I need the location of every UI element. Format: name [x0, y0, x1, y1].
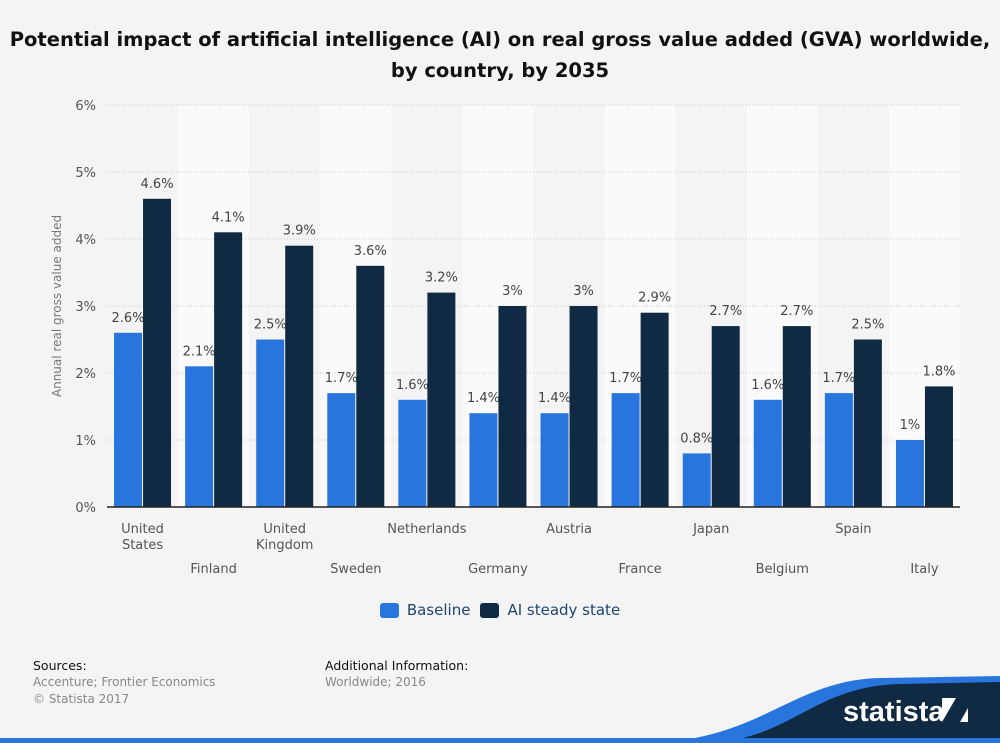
bar-ai-steady-state	[214, 232, 243, 508]
bar-baseline	[540, 413, 569, 507]
bar-baseline	[682, 453, 711, 507]
y-tick-label: 4%	[75, 233, 96, 248]
data-label: 1.4%	[538, 391, 571, 406]
sources-block: Sources: Accenture; Frontier Economics ©…	[33, 657, 216, 708]
data-label: 3.9%	[283, 224, 316, 239]
data-label: 1.6%	[396, 378, 429, 393]
bar-ai-steady-state	[285, 245, 314, 507]
legend-swatch-ai	[480, 602, 500, 618]
data-label: 1.7%	[609, 371, 642, 386]
bar-baseline	[611, 393, 640, 507]
data-label: 4.6%	[141, 177, 174, 192]
y-tick-label: 1%	[75, 434, 96, 449]
data-label: 2.6%	[112, 311, 145, 326]
y-tick-label: 2%	[75, 367, 96, 382]
bar-baseline	[327, 393, 356, 507]
data-label: 2.9%	[638, 291, 671, 306]
data-label: 1.6%	[751, 378, 784, 393]
legend-label-baseline: Baseline	[406, 601, 471, 619]
data-label: 3%	[502, 284, 523, 299]
data-label: 2.7%	[780, 304, 813, 319]
data-label: 3.2%	[425, 271, 458, 286]
y-tick-label: 3%	[75, 300, 96, 315]
bar-chart: 0% 1% 2% 3% 4% 5% 6% Annual real gross value ad…	[50, 99, 960, 577]
additional-info-label: Additional Information:	[325, 658, 469, 673]
additional-info-block: Additional Information: Worldwide; 2016	[325, 657, 468, 691]
bar-ai-steady-state	[356, 265, 385, 507]
bar-ai-steady-state	[427, 292, 456, 507]
bar-baseline	[185, 366, 214, 507]
y-tick-label: 6%	[75, 99, 96, 114]
svg-text:statista: statista	[843, 696, 945, 728]
legend: Baseline AI steady state	[0, 601, 1000, 619]
x-tick-label: Finland	[190, 562, 236, 577]
legend-item-baseline[interactable]: Baseline	[379, 601, 471, 619]
data-label: 3%	[573, 284, 594, 299]
data-label: 1.7%	[325, 371, 358, 386]
data-label: 1.4%	[467, 391, 500, 406]
bar-ai-steady-state	[782, 326, 811, 507]
bar-baseline	[895, 440, 924, 507]
sources-label: Sources:	[33, 658, 87, 673]
data-label: 2.5%	[254, 318, 287, 333]
x-tick-label: France	[619, 562, 662, 577]
bar-baseline	[753, 399, 782, 507]
bar-ai-steady-state	[143, 198, 172, 508]
bar-baseline	[398, 399, 427, 507]
data-label: 2.1%	[183, 344, 216, 359]
copyright[interactable]: © Statista 2017	[33, 692, 130, 706]
data-label: 0.8%	[680, 431, 713, 446]
y-tick-label: 0%	[75, 501, 96, 516]
bar-ai-steady-state	[569, 306, 598, 507]
data-label: 3.6%	[354, 244, 387, 259]
legend-label-ai: AI steady state	[507, 601, 621, 619]
bar-baseline	[469, 413, 498, 507]
y-tick-label: 5%	[75, 166, 96, 181]
x-tick-label: United States	[121, 522, 164, 553]
data-label: 1%	[900, 418, 921, 433]
x-tick-label: Germany	[468, 562, 528, 577]
x-tick-label: Austria	[546, 522, 592, 537]
data-label: 2.5%	[851, 318, 884, 333]
x-tick-label: Italy	[910, 562, 939, 577]
legend-swatch-baseline	[379, 602, 399, 618]
bar-ai-steady-state	[498, 306, 527, 507]
additional-info-text: Worldwide; 2016	[325, 675, 426, 689]
sources-text: Accenture; Frontier Economics	[33, 675, 216, 689]
data-label: 4.1%	[212, 210, 245, 225]
y-axis-label: Annual real gross value added	[50, 215, 64, 397]
data-label: 1.8%	[922, 364, 955, 379]
x-tick-label: Spain	[835, 522, 871, 537]
data-label: 1.7%	[822, 371, 855, 386]
x-tick-label: Sweden	[330, 562, 381, 577]
bar-baseline	[114, 332, 143, 507]
bar-ai-steady-state	[640, 312, 669, 507]
x-tick-label: United Kingdom	[256, 522, 314, 553]
bar-baseline	[824, 393, 853, 507]
bar-ai-steady-state	[924, 386, 953, 507]
chart-title: Potential impact of artificial intellige…	[9, 28, 991, 82]
x-tick-label: Japan	[692, 522, 729, 537]
bar-ai-steady-state	[853, 339, 882, 507]
bar-ai-steady-state	[711, 326, 740, 507]
bar-baseline	[256, 339, 285, 507]
data-label: 2.7%	[709, 304, 742, 319]
x-tick-label: Belgium	[756, 562, 809, 577]
x-tick-label: Netherlands	[387, 522, 466, 537]
legend-item-ai-steady-state[interactable]: AI steady state	[480, 601, 620, 619]
